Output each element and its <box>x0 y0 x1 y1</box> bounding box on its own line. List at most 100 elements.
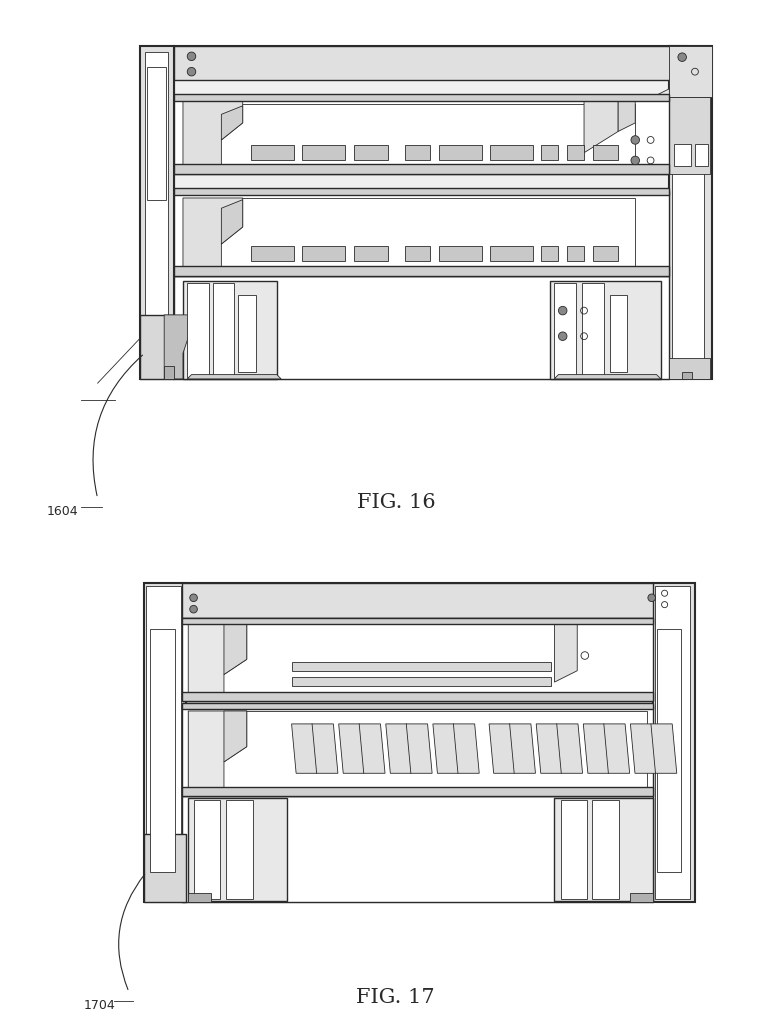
Polygon shape <box>489 724 535 773</box>
Bar <box>682 372 693 379</box>
Bar <box>302 246 345 261</box>
Bar <box>655 587 690 899</box>
Bar <box>183 198 635 269</box>
Bar <box>653 584 695 902</box>
Bar <box>183 703 653 710</box>
Polygon shape <box>188 711 247 788</box>
Bar <box>183 281 277 379</box>
Bar <box>140 315 174 379</box>
Bar <box>174 164 670 174</box>
Text: 1704: 1704 <box>84 998 115 1012</box>
Bar <box>183 617 653 624</box>
Bar <box>542 145 558 161</box>
Circle shape <box>187 52 196 60</box>
Bar <box>657 629 681 872</box>
Bar <box>405 145 430 161</box>
Polygon shape <box>183 101 242 167</box>
Bar <box>593 145 618 161</box>
Bar <box>490 246 533 261</box>
Polygon shape <box>187 375 281 379</box>
Bar <box>302 145 345 161</box>
Bar <box>592 800 619 899</box>
Circle shape <box>631 136 640 144</box>
Bar <box>439 145 482 161</box>
Polygon shape <box>224 711 247 762</box>
Bar <box>187 284 209 377</box>
Bar <box>188 711 647 790</box>
Bar <box>670 97 710 174</box>
Polygon shape <box>536 724 583 773</box>
Circle shape <box>678 53 686 61</box>
Polygon shape <box>618 101 635 131</box>
Polygon shape <box>222 200 242 244</box>
Bar <box>630 893 653 902</box>
Bar <box>174 187 670 195</box>
Polygon shape <box>635 89 670 148</box>
Bar <box>292 662 551 671</box>
Bar <box>183 692 653 701</box>
Bar <box>567 145 584 161</box>
Bar <box>670 46 712 379</box>
Circle shape <box>558 306 567 315</box>
Bar <box>670 357 710 379</box>
Polygon shape <box>630 724 676 773</box>
Polygon shape <box>584 101 618 153</box>
Bar <box>150 629 175 872</box>
Bar <box>212 284 234 377</box>
Polygon shape <box>433 724 479 773</box>
Bar <box>183 787 653 796</box>
Circle shape <box>558 332 567 340</box>
Polygon shape <box>584 724 630 773</box>
Bar <box>695 144 708 166</box>
Polygon shape <box>164 315 192 379</box>
Bar <box>140 46 174 379</box>
Bar <box>354 145 388 161</box>
Text: FIG. 17: FIG. 17 <box>356 988 434 1007</box>
Bar <box>252 145 294 161</box>
Polygon shape <box>555 622 578 682</box>
Polygon shape <box>188 622 247 697</box>
Circle shape <box>648 594 656 601</box>
Bar <box>193 800 220 899</box>
Bar <box>673 144 691 166</box>
Circle shape <box>187 68 196 76</box>
Bar <box>490 145 533 161</box>
Bar <box>561 800 587 899</box>
Bar <box>183 705 653 796</box>
Bar <box>188 799 287 901</box>
Bar <box>354 246 388 261</box>
Bar <box>144 835 186 902</box>
Bar <box>610 295 627 372</box>
Bar <box>672 52 704 375</box>
Bar <box>239 295 255 372</box>
Polygon shape <box>224 622 247 675</box>
Bar <box>439 246 482 261</box>
Bar <box>174 94 670 100</box>
Bar <box>183 584 653 902</box>
Bar <box>147 68 166 200</box>
Text: FIG. 16: FIG. 16 <box>357 494 436 512</box>
Bar <box>405 246 430 261</box>
Polygon shape <box>183 198 242 269</box>
Polygon shape <box>291 724 338 773</box>
Bar <box>144 584 186 902</box>
Circle shape <box>189 594 197 601</box>
Bar <box>555 284 575 377</box>
Bar <box>183 584 653 617</box>
Bar <box>550 281 661 379</box>
Bar <box>183 796 653 902</box>
Bar <box>593 246 618 261</box>
Bar <box>174 97 670 174</box>
Bar <box>582 284 604 377</box>
Bar <box>174 266 670 276</box>
Polygon shape <box>670 46 712 97</box>
Bar <box>226 800 253 899</box>
Circle shape <box>631 157 640 165</box>
Polygon shape <box>164 367 174 379</box>
Bar <box>252 246 294 261</box>
Bar <box>555 799 653 901</box>
Bar <box>174 276 670 379</box>
Circle shape <box>189 605 197 613</box>
Bar <box>567 246 584 261</box>
Text: 1604: 1604 <box>47 505 78 518</box>
